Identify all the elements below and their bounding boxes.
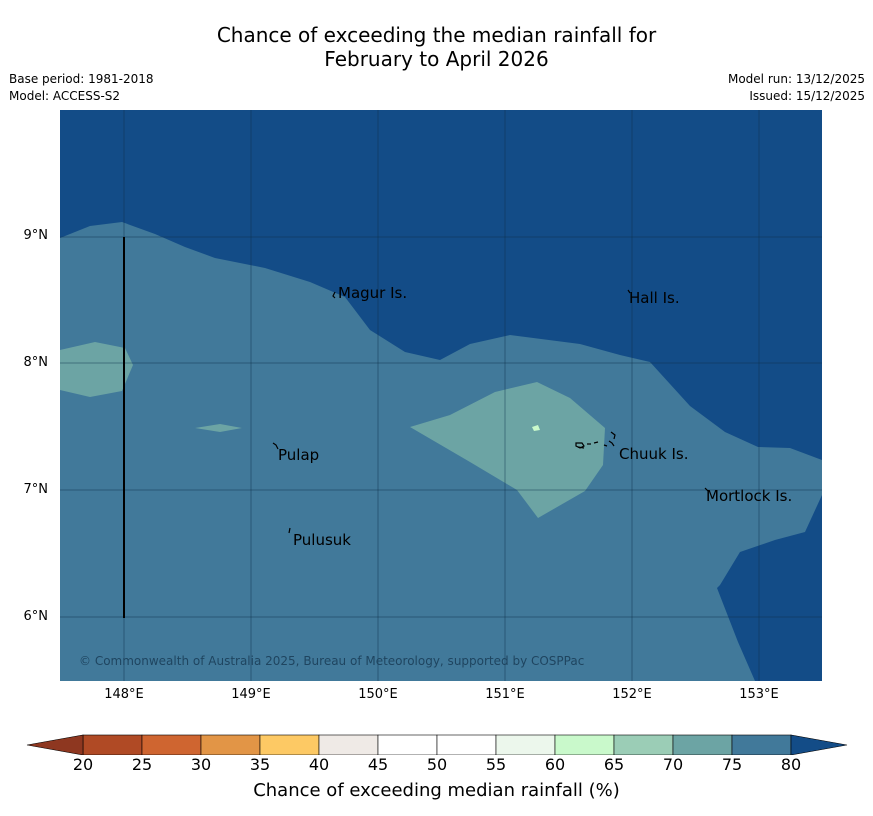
colorbar-tick-label: 50	[426, 755, 448, 774]
colorbar-tick-label: 20	[72, 755, 94, 774]
lat-label-8n: 8°N	[23, 355, 49, 370]
colorbar-cell	[377, 734, 438, 755]
colorbar-tick-label: 70	[662, 755, 684, 774]
colorbar-over-arrow	[790, 734, 848, 755]
hall-island-mark	[627, 289, 631, 294]
chuuk-lagoon-islands	[575, 431, 616, 449]
island-marks	[272, 289, 709, 534]
category-70-75-area-central	[410, 382, 605, 518]
mortlock-island-mark	[704, 487, 709, 492]
model-run-date: Model run: 13/12/2025	[727, 72, 865, 86]
place-label-magur: Magur Is.	[338, 284, 408, 302]
model-name: Model: ACCESS-S2	[9, 89, 121, 103]
lat-label-7n: 7°N	[23, 482, 49, 497]
colorbar-cell	[200, 734, 261, 755]
colorbar-tick-label: 65	[603, 755, 625, 774]
chart-title-line-2: February to April 2026	[324, 47, 549, 71]
colorbar-tick-label: 40	[308, 755, 330, 774]
colorbar-tick-label: 30	[190, 755, 212, 774]
category-70-75-area-west	[60, 342, 133, 397]
category-75-80-area	[60, 222, 822, 681]
lon-label-149e: 149°E	[231, 687, 271, 702]
colorbar-tick-label: 55	[485, 755, 507, 774]
place-label-pulusuk: Pulusuk	[293, 531, 351, 549]
colorbar	[26, 734, 848, 755]
lon-label-152e: 152°E	[612, 687, 652, 702]
colorbar-cell	[495, 734, 556, 755]
colorbar-cell	[613, 734, 674, 755]
lat-label-6n: 6°N	[23, 609, 49, 624]
place-label-pulap: Pulap	[278, 446, 320, 464]
copyright-notice: © Commonwealth of Australia 2025, Bureau…	[79, 654, 585, 668]
chart-title-line-1: Chance of exceeding the median rainfall …	[216, 23, 657, 47]
colorbar-cell	[672, 734, 733, 755]
colorbar-tick-label: 80	[780, 755, 802, 774]
colorbar-cell	[259, 734, 320, 755]
base-period: Base period: 1981-2018	[9, 72, 154, 86]
place-label-chuuk: Chuuk Is.	[619, 445, 689, 463]
lon-label-150e: 150°E	[358, 687, 398, 702]
magur-island-mark	[332, 291, 336, 299]
category-70-75-area-small	[195, 424, 242, 432]
colorbar-cell	[82, 734, 143, 755]
colorbar-cell	[141, 734, 202, 755]
pulusuk-island-mark	[288, 527, 291, 534]
colorbar-tick-label: 60	[544, 755, 566, 774]
rainfall-map	[60, 110, 822, 681]
colorbar-tick-label: 35	[249, 755, 271, 774]
place-label-mortlock: Mortlock Is.	[706, 487, 793, 505]
lon-label-153e: 153°E	[739, 687, 779, 702]
colorbar-label: Chance of exceeding median rainfall (%)	[253, 780, 620, 801]
colorbar-tick-label: 75	[721, 755, 743, 774]
colorbar-cell	[436, 734, 497, 755]
pulap-island-mark	[272, 442, 279, 450]
category-70-75-area-tiny	[532, 425, 540, 431]
lat-label-9n: 9°N	[23, 228, 49, 243]
colorbar-cell	[731, 734, 792, 755]
colorbar-tick-label: 25	[131, 755, 153, 774]
issued-date: Issued: 15/12/2025	[749, 89, 865, 103]
colorbar-tick-label: 45	[367, 755, 389, 774]
colorbar-cell	[318, 734, 379, 755]
colorbar-cell	[554, 734, 615, 755]
lon-label-148e: 148°E	[104, 687, 144, 702]
place-label-hall: Hall Is.	[629, 289, 680, 307]
lon-label-151e: 151°E	[485, 687, 525, 702]
colorbar-under-arrow	[26, 734, 84, 755]
